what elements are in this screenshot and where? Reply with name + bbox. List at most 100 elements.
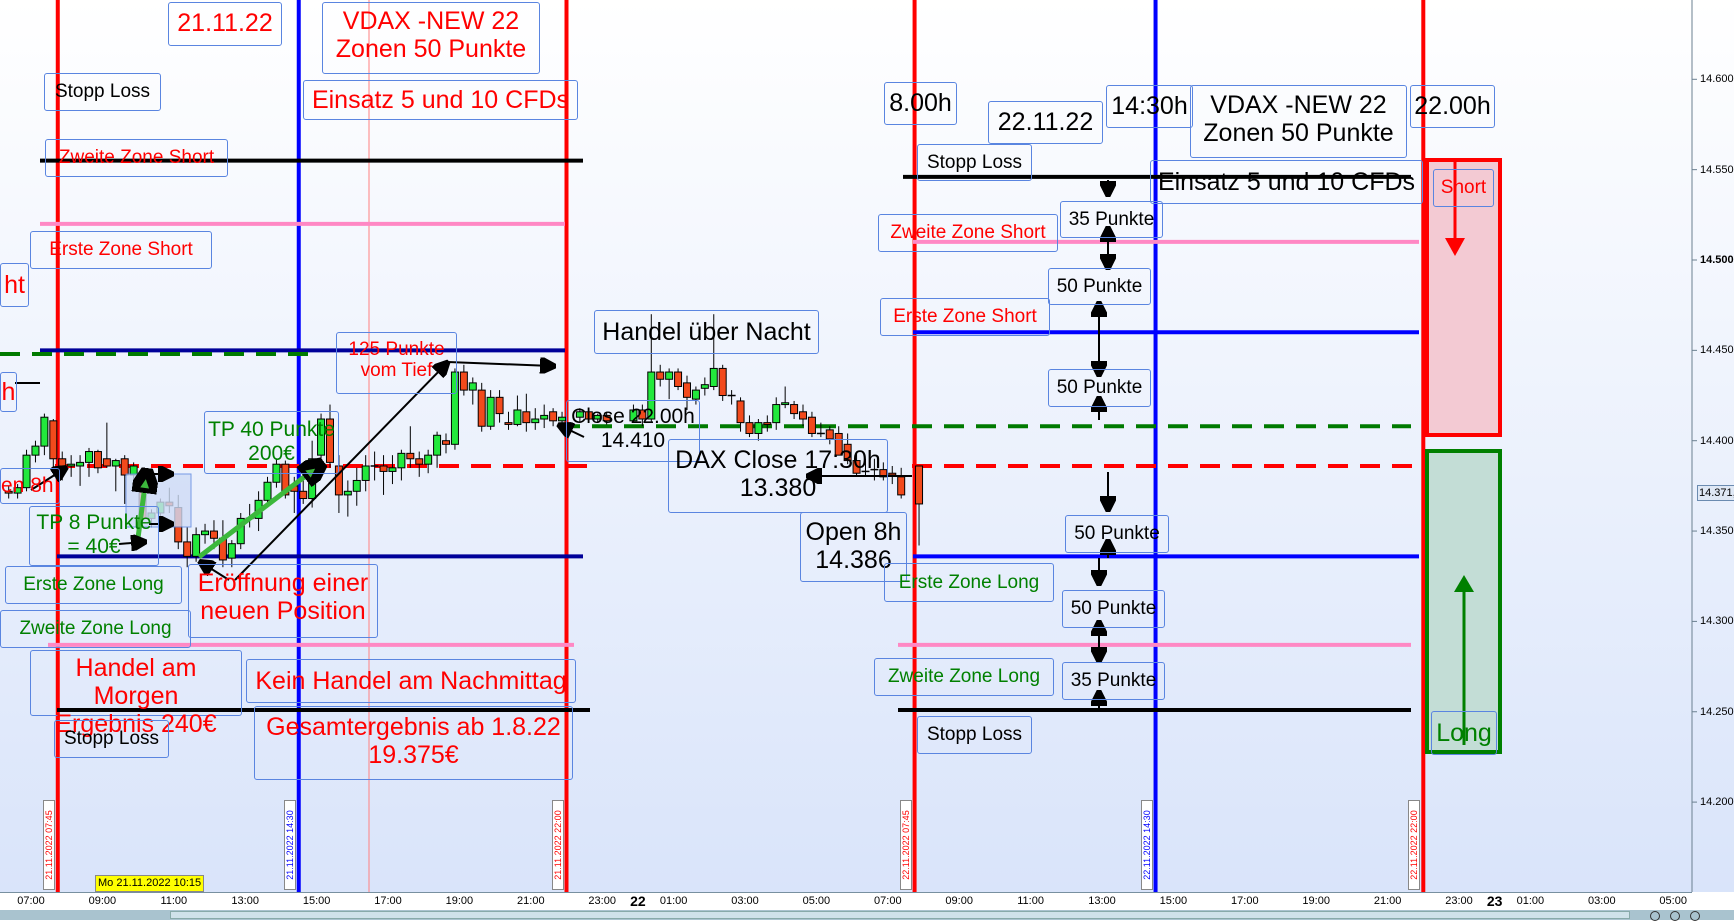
label-50-punkte-4[interactable]: 50 Punkte [1062,590,1165,628]
short-zone-rect[interactable] [1425,158,1502,437]
candle [691,386,700,405]
label-time-2200[interactable]: 22.00h [1410,85,1495,128]
price-tick-label: 14.500 [1700,254,1734,266]
label-stopp-loss-bottom-day1[interactable]: Stopp Loss [54,720,169,758]
candle-body [4,490,13,494]
candle-body [888,472,897,476]
label-close-22h[interactable]: Close 22.00h 14.410 [566,400,700,462]
label-stopp-loss-top-day1[interactable]: Stopp Loss [44,73,161,111]
label-eroeffnung[interactable]: Eröffnung einer neuen Position [188,564,378,638]
candle-body [674,371,683,387]
candle-body [415,458,424,465]
label-zweite-zone-long-day2[interactable]: Zweite Zone Long [874,658,1054,696]
trend-line-arrow[interactable] [234,364,446,581]
label-handel-am-morgen[interactable]: Handel am Morgen Ergebnis 240€ [30,650,242,738]
label-kein-handel[interactable]: Kein Handel am Nachmittag [246,659,576,703]
label-zweite-zone-long-day1[interactable]: Zweite Zone Long [0,610,191,648]
label-50-punkte-1[interactable]: 50 Punkte [1048,268,1151,305]
candle-body [317,418,326,456]
candle-body [665,371,674,380]
time-tick-label: 07:00 [17,895,45,907]
price-tick-label: 14.250 [1700,705,1734,718]
candle-body [682,382,691,398]
candle-body [424,454,433,465]
label-open-8h[interactable]: Open 8h 14.386 [800,512,907,582]
label-tp-40-punkte[interactable]: TP 40 Punkte 200€ [204,411,339,474]
chart-canvas[interactable] [0,0,1734,892]
time-axis[interactable]: 07:00 09:00 11:00 13:00 15:00 17:00 19:00 21:00… [0,892,1692,911]
candle [834,426,843,456]
toolbar-scrollbar[interactable] [170,911,1630,919]
label-long[interactable]: Long [1431,711,1497,755]
candle-body [379,465,388,472]
label-35-punkte-top[interactable]: 35 Punkte [1060,201,1163,238]
label-date-day2[interactable]: 22.11.22 [988,101,1103,144]
label-50-punkte-3[interactable]: 50 Punkte [1065,515,1169,553]
candle [370,451,379,481]
label-stopp-loss-bottom-day2[interactable]: Stopp Loss [917,716,1032,754]
label-erste-zone-short-day1[interactable]: Erste Zone Short [30,231,212,269]
label-erste-zone-short-day2[interactable]: Erste Zone Short [880,298,1050,336]
chart-plot-area[interactable]: 21.11.22 VDAX -NEW 22 Zonen 50 Punkte Ei… [0,0,1734,892]
candle [781,386,790,409]
label-handel-ueber-nacht[interactable]: Handel über Nacht [594,310,819,354]
candle [379,455,388,495]
label-zweite-zone-short-day1[interactable]: Zweite Zone Short [45,139,228,177]
label-date-day1[interactable]: 21.11.22 [168,2,282,46]
candle [424,449,433,474]
candle-body [736,400,745,424]
label-erste-zone-long-day1[interactable]: Erste Zone Long [5,566,182,604]
time-tick-label: 05:00 [802,895,831,907]
candle-body [718,367,727,397]
candle-body [450,371,459,445]
label-gesamtergebnis[interactable]: Gesamtergebnis ab 1.8.22 19.375€ [254,706,573,780]
candle-body [111,460,120,467]
label-clipped-open-8h[interactable]: en 8h [0,468,60,504]
label-einsatz-day2[interactable]: Einsatz 5 und 10 CFDs [1150,160,1423,204]
candle-body [442,440,451,445]
label-time-1430[interactable]: 14:30h [1106,85,1193,128]
label-vdax-day1[interactable]: VDAX -NEW 22 Zonen 50 Punkte [322,2,540,74]
candle [700,377,709,396]
label-clipped-ht[interactable]: ht [0,263,29,307]
current-price-label: 14.371, [1697,485,1734,502]
price-tick-label: 14.200 [1700,796,1734,809]
label-clipped-h[interactable]: h [0,372,17,412]
trend-line-horizontal-arrow[interactable] [447,362,552,366]
label-35-punkte-bottom[interactable]: 35 Punkte [1062,662,1165,700]
label-einsatz-day1[interactable]: Einsatz 5 und 10 CFDs [303,80,578,120]
arrow-tp8-c[interactable] [118,542,143,544]
time-tick-label: 17:00 [374,895,402,907]
candle-body [531,418,540,424]
label-vdax-day2[interactable]: VDAX -NEW 22 Zonen 50 Punkte [1190,85,1407,158]
price-tick-label: 14.450 [1700,344,1734,357]
label-50-punkte-2[interactable]: 50 Punkte [1048,369,1151,407]
label-short[interactable]: Short [1433,169,1494,207]
candle [549,408,558,427]
tp40-green-arrow[interactable] [197,468,316,559]
candle [22,449,31,492]
label-tp-8-punkte[interactable]: TP 8 Punkte = 40€ [29,506,159,566]
candle-body [843,443,852,462]
time-tick-label: 13:00 [231,895,259,907]
label-stopp-loss-top-day2[interactable]: Stopp Loss [917,144,1032,181]
candle [397,449,406,481]
candle [718,364,727,401]
arrow-close22[interactable] [561,426,585,437]
label-zweite-zone-short-day2[interactable]: Zweite Zone Short [878,214,1058,252]
candle [468,377,477,405]
label-125-punkte[interactable]: 125 Punkte vom Tief [336,332,457,394]
tp8-green-arrow[interactable] [138,478,146,539]
label-time-8h[interactable]: 8.00h [884,82,957,125]
candle [201,523,210,544]
candle [807,411,816,438]
time-tick-label: 15:00 [1159,895,1188,907]
candle-body [388,467,397,472]
arrow-open-day1[interactable] [30,469,64,491]
candle-body [31,445,40,456]
candle [415,451,424,477]
label-erste-zone-long-day2[interactable]: Erste Zone Long [884,563,1054,602]
candle-body [549,411,558,422]
label-dax-close[interactable]: DAX Close 17:30h 13.380 [668,439,888,513]
arrow-entry[interactable] [202,563,230,581]
